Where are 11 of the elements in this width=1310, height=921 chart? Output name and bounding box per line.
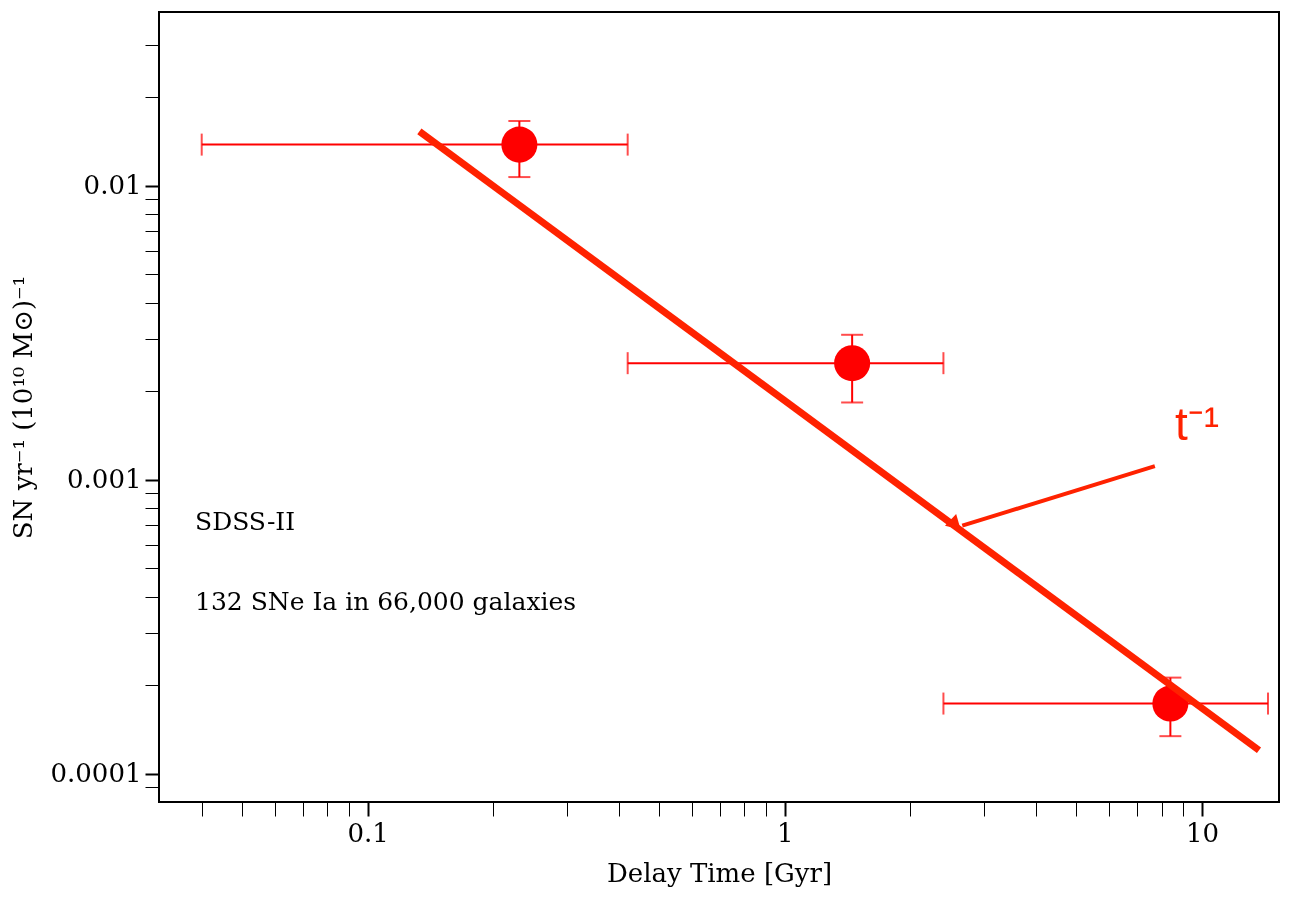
y-tick-label: 0.001: [67, 464, 142, 495]
x-axis-title: Delay Time [Gyr]: [606, 857, 833, 888]
y-axis-title: SN yr⁻¹ (10¹⁰ M⊙)⁻¹: [7, 275, 38, 540]
x-tick-label: 0.1: [347, 817, 389, 848]
y-tick-label: 0.01: [83, 170, 142, 201]
x-tick-label: 1: [777, 817, 794, 848]
annotation: 132 SNe Ia in 66,000 galaxies: [195, 587, 577, 616]
annotation: SDSS-II: [195, 507, 296, 536]
x-tick-label: 10: [1185, 817, 1220, 848]
y-tick-label: 0.0001: [50, 758, 142, 789]
text: t⁻¹: [1174, 398, 1219, 451]
